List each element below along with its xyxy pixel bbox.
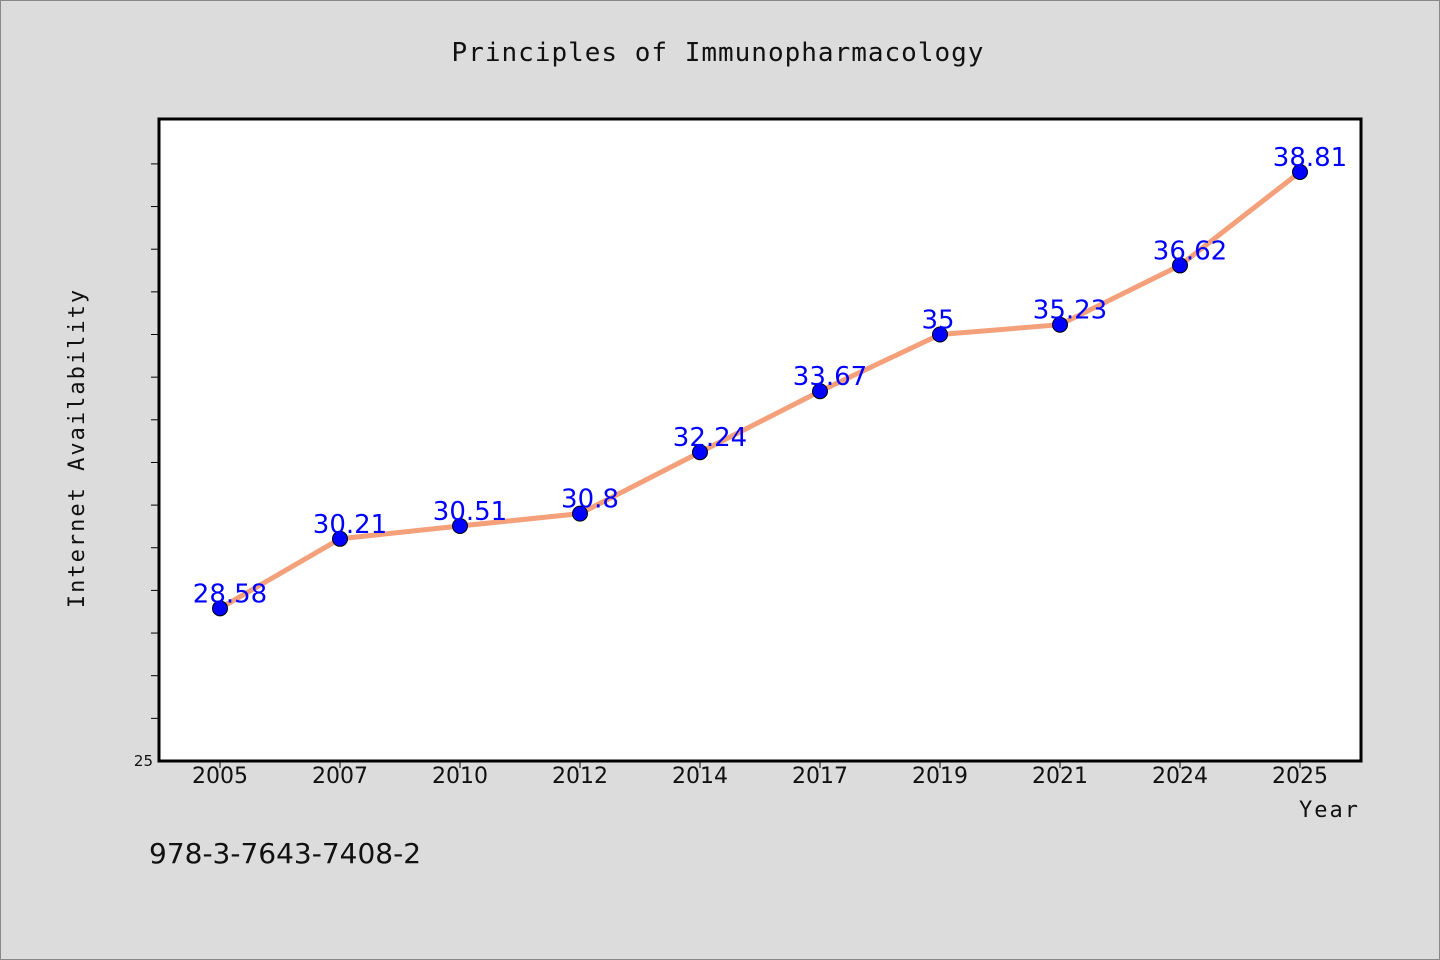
- data-point: [1172, 257, 1188, 274]
- data-label: 28.58: [193, 579, 267, 609]
- data-point: [932, 326, 948, 343]
- data-point: [572, 505, 588, 522]
- x-tick-label: 2019: [912, 764, 968, 789]
- series-group: 28.58 30.21 30.51 30.8 32.24 33.67 35 35.23 36.6…: [193, 143, 1347, 617]
- series-line: [217, 169, 1303, 611]
- x-tick-label: 2025: [1272, 764, 1328, 789]
- x-tick-label: 2005: [192, 764, 248, 789]
- y-tick-label-min: 25: [134, 752, 153, 770]
- data-label: 32.24: [673, 423, 747, 453]
- data-label: 35: [921, 306, 954, 336]
- y-axis-label: Internet Availability: [65, 288, 90, 608]
- data-label: 30.51: [433, 497, 507, 527]
- isbn-footer: 978-3-7643-7408-2: [149, 837, 421, 870]
- data-point: [692, 444, 708, 461]
- data-label: 35.23: [1033, 296, 1107, 326]
- x-tick-label: 2017: [792, 764, 848, 789]
- x-tick-label: 2021: [1032, 764, 1088, 789]
- x-tick-label: 2012: [552, 764, 608, 789]
- data-point: [452, 517, 468, 534]
- x-tick-label: 2010: [432, 764, 488, 789]
- chart-title: Principles of Immunopharmacology: [452, 38, 985, 68]
- data-point: [1052, 316, 1068, 333]
- data-label: 30.8: [561, 485, 619, 515]
- data-point: [212, 600, 228, 617]
- x-axis-label: Year: [1299, 798, 1360, 823]
- x-axis-ticks: 2005 2007 2010 2012 2014 2017 2019 2021 2024 2025: [192, 761, 1328, 789]
- data-label: 38.81: [1273, 143, 1347, 173]
- data-point: [1292, 164, 1308, 181]
- plot-area: [157, 117, 1363, 763]
- x-tick-label: 2014: [672, 764, 728, 789]
- data-label: 33.67: [793, 362, 867, 392]
- data-label: 36.62: [1153, 236, 1227, 266]
- data-point: [332, 530, 348, 547]
- data-point: [812, 383, 828, 400]
- y-axis-ticks: [151, 163, 159, 719]
- data-label: 30.21: [313, 510, 387, 540]
- x-tick-label: 2024: [1152, 764, 1208, 789]
- x-tick-label: 2007: [312, 764, 368, 789]
